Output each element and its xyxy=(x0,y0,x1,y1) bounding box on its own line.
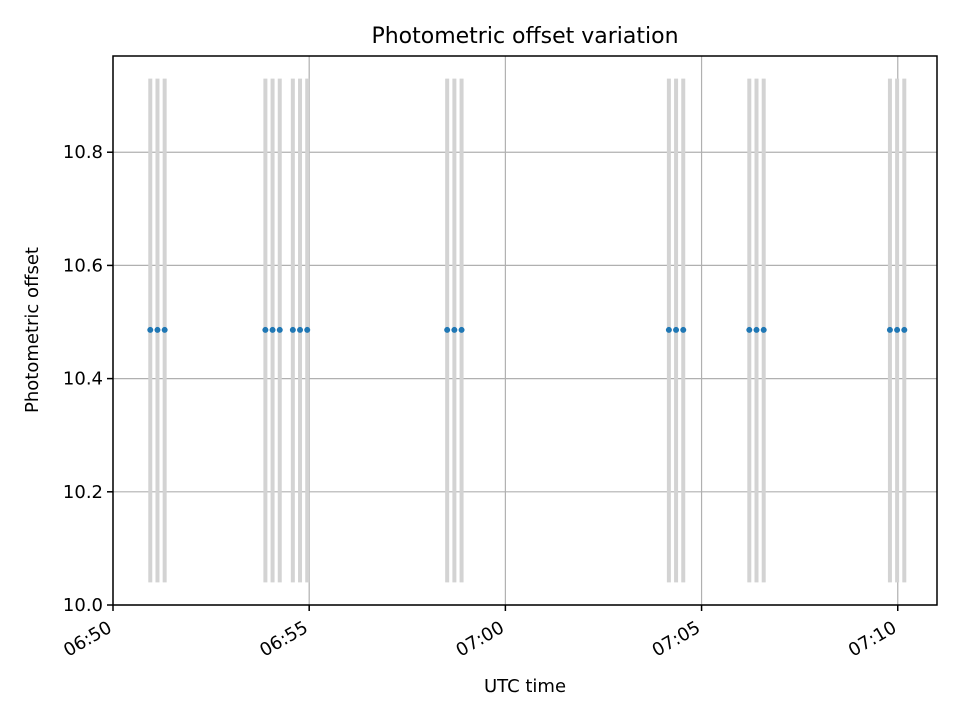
y-tick-label: 10.8 xyxy=(63,142,103,163)
data-points xyxy=(147,326,908,333)
data-point xyxy=(289,326,296,333)
data-point xyxy=(444,326,451,333)
y-tick-label: 10.6 xyxy=(63,255,103,276)
data-point xyxy=(894,326,901,333)
data-point xyxy=(746,326,753,333)
data-point xyxy=(154,326,161,333)
data-point xyxy=(276,326,283,333)
data-point xyxy=(901,326,908,333)
data-point xyxy=(161,326,168,333)
data-point xyxy=(269,326,276,333)
data-point xyxy=(665,326,672,333)
x-axis-label: UTC time xyxy=(484,676,566,697)
data-point xyxy=(886,326,893,333)
data-point xyxy=(297,326,304,333)
plot-frame xyxy=(112,55,938,606)
data-point xyxy=(304,326,311,333)
data-point xyxy=(760,326,767,333)
chart-title: Photometric offset variation xyxy=(371,24,678,49)
y-tick-label: 10.4 xyxy=(63,369,103,390)
data-point xyxy=(451,326,458,333)
y-axis-label: Photometric offset xyxy=(22,247,43,413)
data-point xyxy=(680,326,687,333)
data-point xyxy=(458,326,465,333)
data-point xyxy=(673,326,680,333)
data-point xyxy=(262,326,269,333)
data-point xyxy=(753,326,760,333)
y-tick-label: 10.2 xyxy=(63,482,103,503)
y-tick-label: 10.0 xyxy=(63,595,103,616)
data-point xyxy=(147,326,154,333)
